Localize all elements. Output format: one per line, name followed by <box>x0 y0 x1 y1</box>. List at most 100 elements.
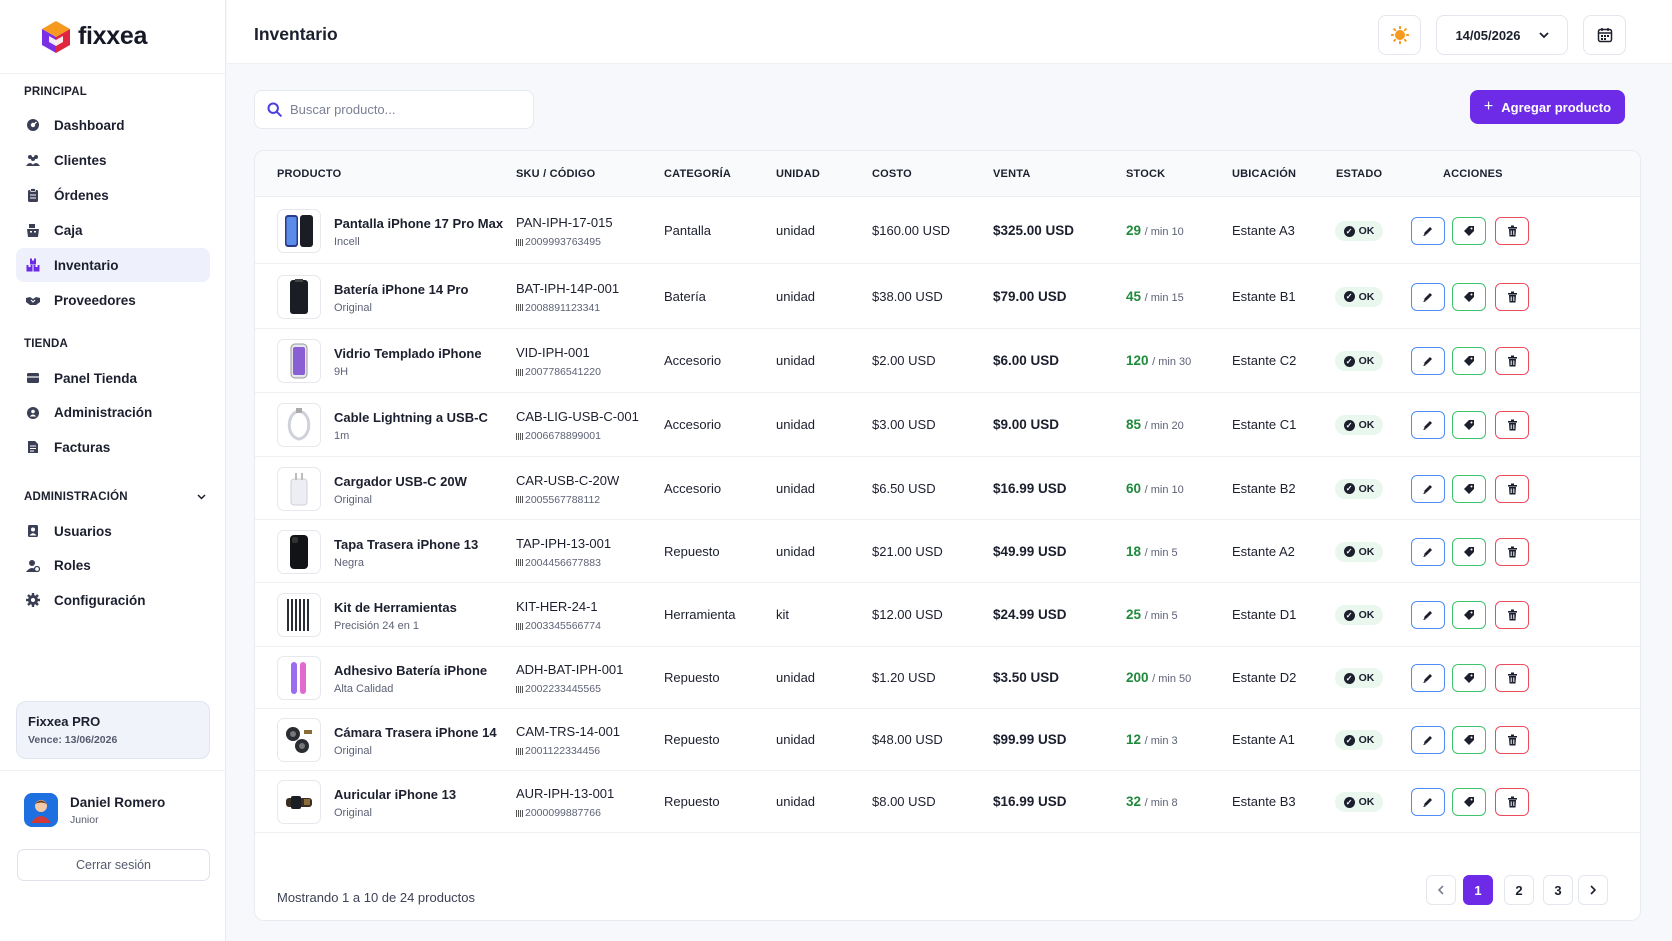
plan-card: Fixxea PRO Vence: 13/06/2026 <box>16 701 210 759</box>
delete-button[interactable] <box>1495 664 1529 692</box>
add-product-button[interactable]: + Agregar producto <box>1470 90 1625 124</box>
column-header[interactable]: UBICACIÓN <box>1232 168 1297 180</box>
trash-icon <box>1507 609 1518 621</box>
table-row[interactable]: Cable Lightning a USB-C 1m CAB-LIG-USB-C-0… <box>255 393 1640 457</box>
product-name: Adhesivo Batería iPhone <box>334 663 488 678</box>
sidebar-item-inventario[interactable]: Inventario <box>16 248 210 282</box>
price-tag-button[interactable] <box>1452 474 1486 503</box>
search-input[interactable] <box>290 102 510 117</box>
column-header[interactable]: CATEGORÍA <box>664 168 731 180</box>
table-row[interactable]: Cargador USB-C 20W Original CAR-USB-C-20W 2… <box>255 457 1640 520</box>
price-tag-button[interactable] <box>1452 282 1486 311</box>
delete-button[interactable] <box>1495 726 1529 754</box>
column-header[interactable]: VENTA <box>993 168 1031 180</box>
sidebar-item-panel-tienda[interactable]: Panel Tienda <box>16 361 210 395</box>
sidebar-item-caja[interactable]: Caja <box>16 213 210 247</box>
column-header[interactable]: ACCIONES <box>1443 168 1503 180</box>
logo[interactable]: fixxea <box>0 0 225 74</box>
sidebar-item-administracion[interactable]: Administración <box>16 396 210 430</box>
delete-button[interactable] <box>1495 474 1529 503</box>
sidebar-item-facturas[interactable]: Facturas <box>16 430 210 464</box>
table-row[interactable]: Kit de Herramientas Precisión 24 en 1 KIT-… <box>255 583 1640 647</box>
edit-button[interactable] <box>1411 411 1445 439</box>
edit-button[interactable] <box>1411 282 1445 311</box>
sidebar-item-proveedores[interactable]: Proveedores <box>16 283 210 317</box>
column-header[interactable]: ESTADO <box>1336 168 1383 180</box>
search-box[interactable] <box>254 90 534 129</box>
next-page-button[interactable] <box>1578 875 1608 905</box>
edit-button[interactable] <box>1411 474 1445 503</box>
user-profile[interactable]: Daniel Romero Junior <box>24 793 165 827</box>
price-tag-button[interactable] <box>1452 411 1486 439</box>
sidebar-item-usuarios[interactable]: Usuarios <box>16 514 210 548</box>
prev-page-button[interactable] <box>1426 875 1456 905</box>
price-tag-button[interactable] <box>1452 601 1486 629</box>
table-row[interactable]: Pantalla iPhone 17 Pro Max Incell PAN-IPH-… <box>255 198 1640 264</box>
calendar-button[interactable] <box>1583 15 1626 55</box>
stock-quantity: 85 <box>1126 417 1142 432</box>
sidebar-item-roles[interactable]: Roles <box>16 549 210 583</box>
stock-quantity: 120 <box>1126 353 1149 368</box>
sidebar-item-ordenes[interactable]: Órdenes <box>16 178 210 212</box>
table-row[interactable]: Auricular iPhone 13 Original AUR-IPH-13-00… <box>255 771 1640 833</box>
price-tag-button[interactable] <box>1452 664 1486 692</box>
edit-button[interactable] <box>1411 217 1445 245</box>
price-tag-button[interactable] <box>1452 726 1486 754</box>
edit-button[interactable] <box>1411 726 1445 754</box>
sidebar-item-clientes[interactable]: Clientes <box>16 143 210 177</box>
edit-button[interactable] <box>1411 537 1445 566</box>
column-header[interactable]: STOCK <box>1126 168 1166 180</box>
delete-button[interactable] <box>1495 537 1529 566</box>
table-row[interactable]: Tapa Trasera iPhone 13 Negra TAP-IPH-13-00… <box>255 520 1640 583</box>
section-title-text: PRINCIPAL <box>24 86 87 98</box>
table-row[interactable]: Batería iPhone 14 Pro Original BAT-IPH-14P… <box>255 264 1640 329</box>
column-header[interactable]: COSTO <box>872 168 912 180</box>
edit-button[interactable] <box>1411 664 1445 692</box>
delete-button[interactable] <box>1495 788 1529 816</box>
tag-icon <box>1463 225 1475 237</box>
price-tag-button[interactable] <box>1452 347 1486 375</box>
barcode-icon <box>516 622 524 630</box>
cash-register-icon <box>26 223 40 237</box>
theme-toggle-button[interactable] <box>1378 15 1421 55</box>
logout-button[interactable]: Cerrar sesión <box>17 849 210 881</box>
date-selector[interactable]: 14/05/2026 <box>1436 15 1568 55</box>
barcode-icon <box>516 747 524 755</box>
section-title-2[interactable]: ADMINISTRACIÓN <box>0 491 226 503</box>
check-circle-icon: ✓ <box>1343 796 1355 808</box>
sidebar-item-configuracion[interactable]: Configuración <box>16 583 210 617</box>
column-header[interactable]: PRODUCTO <box>277 168 342 180</box>
table-row[interactable]: Vidrio Templado iPhone 9H VID-IPH-001 20077… <box>255 329 1640 393</box>
delete-button[interactable] <box>1495 347 1529 375</box>
tag-icon <box>1463 355 1475 367</box>
stock-quantity: 32 <box>1126 794 1142 809</box>
delete-button[interactable] <box>1495 411 1529 439</box>
chevron-down-icon[interactable] <box>197 491 206 503</box>
column-header[interactable]: UNIDAD <box>776 168 820 180</box>
table-row[interactable]: Cámara Trasera iPhone 14 Original CAM-TRS-… <box>255 709 1640 771</box>
edit-button[interactable] <box>1411 347 1445 375</box>
trash-icon <box>1507 796 1518 808</box>
edit-button[interactable] <box>1411 788 1445 816</box>
dashboard-icon <box>26 118 40 132</box>
stock-quantity: 60 <box>1126 480 1142 496</box>
unit-cell: unidad <box>776 417 816 432</box>
page-button[interactable]: 3 <box>1543 875 1573 905</box>
edit-button[interactable] <box>1411 601 1445 629</box>
page-button[interactable]: 1 <box>1463 875 1493 905</box>
barcode: 2005567788112 <box>516 494 619 506</box>
status-badge: ✓ OK <box>1335 605 1383 625</box>
sku-cell: CAR-USB-C-20W 2005567788112 <box>516 473 619 506</box>
price-tag-button[interactable] <box>1452 537 1486 566</box>
sku-cell: CAM-TRS-14-001 2001122334456 <box>516 724 620 757</box>
price-tag-button[interactable] <box>1452 217 1486 245</box>
page-button[interactable]: 2 <box>1504 875 1534 905</box>
column-header[interactable]: SKU / CÓDIGO <box>516 168 596 180</box>
table-row[interactable]: Adhesivo Batería iPhone Alta Calidad ADH-B… <box>255 647 1640 709</box>
delete-button[interactable] <box>1495 282 1529 311</box>
barcode-number: 2004456677883 <box>525 556 601 569</box>
price-tag-button[interactable] <box>1452 788 1486 816</box>
sidebar-item-dashboard[interactable]: Dashboard <box>16 108 210 142</box>
delete-button[interactable] <box>1495 601 1529 629</box>
delete-button[interactable] <box>1495 217 1529 245</box>
